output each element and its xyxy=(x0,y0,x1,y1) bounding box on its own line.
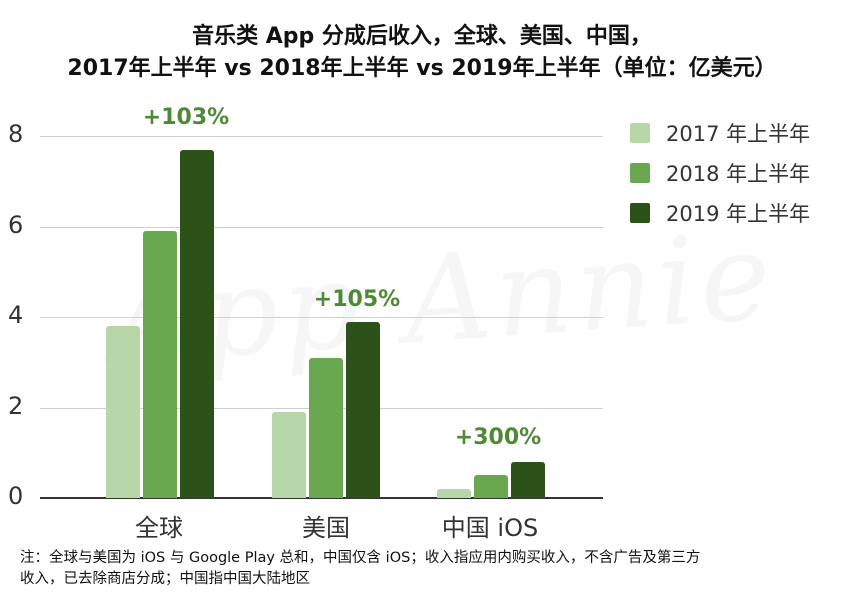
legend-label-2018: 2018 年上半年 xyxy=(666,162,811,186)
y-tick-6: 6 xyxy=(8,211,24,239)
bar-us-2018 xyxy=(309,357,343,498)
legend-item-2019: 2019 年上半年 xyxy=(630,200,810,226)
gridline-4 xyxy=(40,317,603,318)
legend-swatch-2017 xyxy=(630,123,650,143)
x-axis-line xyxy=(40,497,603,499)
bar-global-2017 xyxy=(106,326,140,498)
footnote-line-1: 注：全球与美国为 iOS 与 Google Play 总和，中国仅含 iOS；收… xyxy=(20,550,701,566)
chart-title-line-1: 音乐类 App 分成后收入，全球、美国、中国， xyxy=(192,24,652,49)
bar-global-2018 xyxy=(143,231,177,498)
x-label-us: 美国 xyxy=(302,514,350,542)
x-label-china-ios: 中国 iOS xyxy=(441,514,539,542)
y-tick-4: 4 xyxy=(8,301,24,329)
legend-label-2017: 2017 年上半年 xyxy=(666,122,811,146)
legend-item-2018: 2018 年上半年 xyxy=(630,160,810,186)
growth-label-us: +105% xyxy=(313,287,401,312)
bar-china-ios-2017 xyxy=(437,488,471,498)
y-tick-2: 2 xyxy=(8,392,24,420)
legend-swatch-2019 xyxy=(630,203,650,223)
gridline-8 xyxy=(40,136,603,137)
y-tick-8: 8 xyxy=(8,120,24,148)
bar-china-ios-2019 xyxy=(511,461,545,498)
legend-label-2019: 2019 年上半年 xyxy=(666,202,811,226)
bar-us-2017 xyxy=(272,412,306,498)
legend-item-2017: 2017 年上半年 xyxy=(630,120,810,146)
legend-swatch-2018 xyxy=(630,163,650,183)
bar-us-2019 xyxy=(346,321,380,498)
growth-label-china: +300% xyxy=(454,425,542,450)
bar-global-2019 xyxy=(180,149,214,498)
chart-title-line-2: 2017年上半年 vs 2018年上半年 vs 2019年上半年（单位：亿美元） xyxy=(67,56,777,81)
bar-china-ios-2018 xyxy=(474,475,508,498)
gridline-6 xyxy=(40,227,603,228)
y-tick-0: 0 xyxy=(8,482,24,510)
footnote-line-2: 收入，已去除商店分成；中国指中国大陆地区 xyxy=(20,571,310,587)
x-label-global: 全球 xyxy=(135,514,183,542)
growth-label-global: +103% xyxy=(142,105,230,130)
